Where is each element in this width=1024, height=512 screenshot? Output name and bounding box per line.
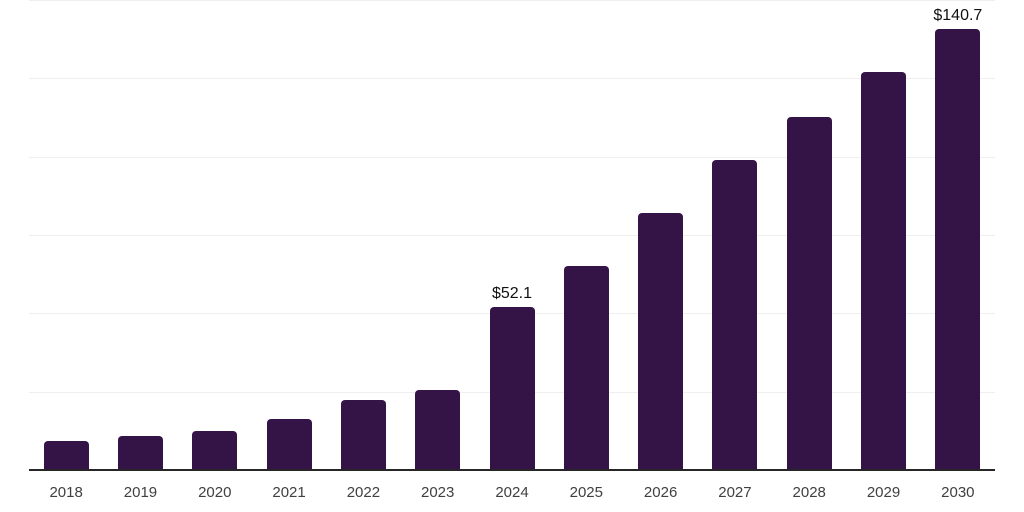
x-tick-label-2028: 2028: [792, 484, 826, 501]
bar-2028: [786, 116, 832, 470]
gridline-125: [29, 78, 995, 80]
plot-area: 2018 2019 2020 2021 2022 2023 $52.1 2024 2025 202…: [29, 0, 995, 501]
bar-2025: [563, 266, 609, 470]
bar-2023: [415, 390, 461, 470]
x-tick-label-2021: 2021: [272, 484, 306, 501]
x-tick-label-2018: 2018: [49, 484, 83, 501]
x-tick-label-2030: 2030: [941, 484, 975, 501]
bar-2021: [266, 418, 312, 470]
bar-2020: [192, 431, 238, 470]
bar-2022: [340, 399, 386, 470]
x-tick-label-2020: 2020: [198, 484, 232, 501]
bar-2029: [861, 71, 907, 470]
gridline-75: [29, 235, 995, 236]
value-label-2030: $140.7: [933, 7, 983, 25]
x-tick-label-2027: 2027: [718, 484, 752, 501]
x-tick-label-2025: 2025: [569, 484, 603, 501]
x-tick-label-2029: 2029: [866, 484, 901, 501]
gridline-100: [29, 156, 995, 158]
x-tick-label-2024: 2024: [495, 484, 529, 501]
value-label-2024: $52.1: [491, 284, 533, 302]
bar-2030: [935, 29, 981, 470]
x-tick-label-2023: 2023: [421, 484, 455, 501]
bar-2026: [638, 212, 684, 470]
bar-2027: [712, 159, 758, 470]
gridline-150: [29, 0, 995, 1]
bar-2024: [489, 306, 535, 470]
x-tick-label-2019: 2019: [123, 484, 158, 501]
bar-2019: [117, 435, 163, 470]
x-tick-label-2022: 2022: [346, 484, 381, 501]
x-tick-label-2026: 2026: [643, 484, 678, 501]
bar-2018: [43, 440, 89, 470]
x-axis-line: [29, 469, 995, 471]
